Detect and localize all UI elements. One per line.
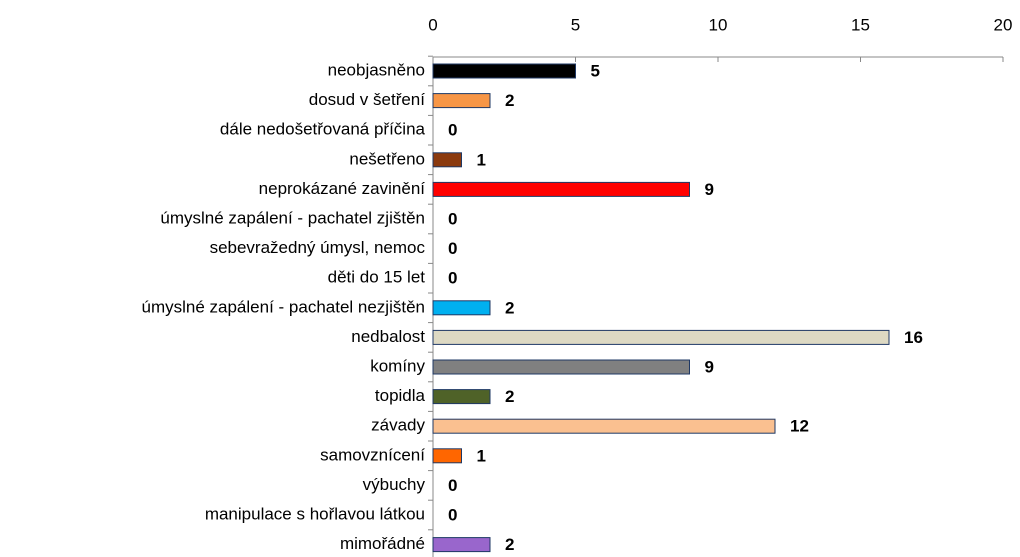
y-tick-label: komíny [370, 356, 425, 375]
data-label: 0 [448, 239, 457, 258]
y-tick-label: dále nedošetřovaná příčina [220, 120, 426, 139]
y-tick-label: závady [371, 416, 425, 435]
data-label: 5 [591, 61, 600, 80]
bar [432, 418, 776, 434]
bar [432, 329, 890, 345]
y-tick-label: manipulace s hořlavou látkou [205, 504, 425, 523]
data-label: 16 [904, 328, 923, 347]
data-label: 12 [790, 417, 809, 436]
y-tick-label: úmyslné zapálení - pachatel nezjištěn [142, 297, 426, 316]
data-label: 2 [505, 298, 514, 317]
x-tick-label: 0 [428, 15, 437, 34]
y-tick-label: děti do 15 let [328, 268, 426, 287]
y-tick-label: samovznícení [320, 445, 425, 464]
x-tick-label: 10 [709, 15, 728, 34]
y-tick-label: nedbalost [351, 327, 425, 346]
data-label: 2 [505, 535, 514, 554]
x-tick-label: 15 [851, 15, 870, 34]
x-tick-label: 20 [994, 15, 1013, 34]
data-label: 0 [448, 121, 457, 140]
data-label: 2 [505, 387, 514, 406]
bar [432, 93, 491, 109]
bar [432, 300, 491, 316]
bar [432, 389, 491, 405]
y-tick-label: výbuchy [363, 475, 426, 494]
y-tick-label: topidla [375, 386, 426, 405]
y-tick-label: nešetřeno [349, 149, 425, 168]
data-label: 1 [477, 446, 486, 465]
y-tick-label: neprokázané zavinění [259, 179, 426, 198]
y-tick-label: dosud v šetření [309, 90, 426, 109]
x-tick-label: 5 [571, 15, 580, 34]
data-label: 2 [505, 91, 514, 110]
bar [432, 181, 690, 197]
data-label: 9 [705, 180, 714, 199]
bar [432, 448, 462, 464]
data-label: 9 [705, 357, 714, 376]
data-label: 0 [448, 505, 457, 524]
y-tick-label: úmyslné zapálení - pachatel zjištěn [160, 208, 425, 227]
y-tick-label: mimořádné [340, 534, 425, 553]
bar [432, 63, 576, 79]
data-label: 0 [448, 209, 457, 228]
data-label: 0 [448, 476, 457, 495]
bar [432, 537, 491, 553]
y-tick-label: neobjasněno [328, 60, 425, 79]
y-tick-label: sebevražedný úmysl, nemoc [210, 238, 426, 257]
data-label: 1 [477, 150, 486, 169]
data-label: 0 [448, 269, 457, 288]
bar [432, 359, 690, 375]
bar [432, 152, 462, 168]
